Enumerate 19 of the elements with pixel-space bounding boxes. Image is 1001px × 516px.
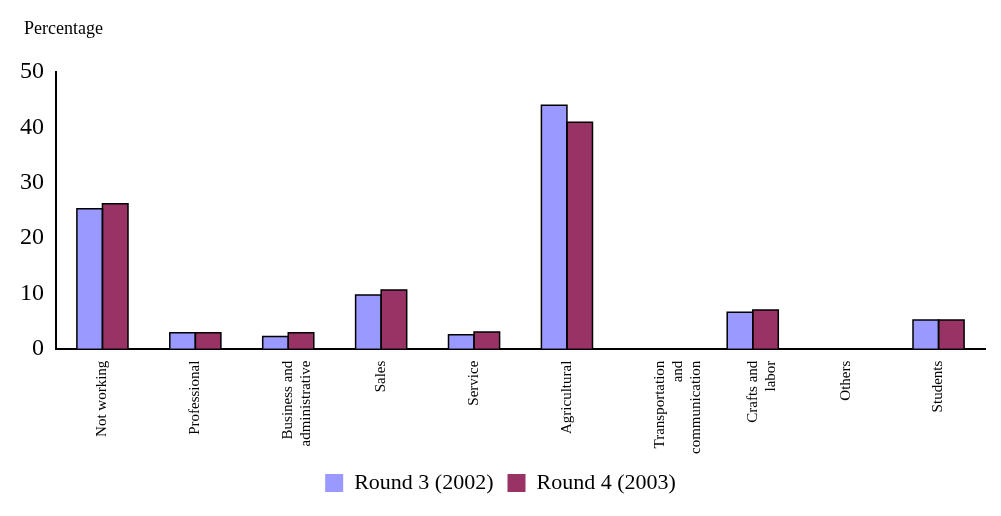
- y-axis-title: Percentage: [24, 17, 103, 38]
- x-tick-label: Professional: [186, 360, 203, 435]
- legend-label: Round 3 (2002): [354, 468, 494, 494]
- y-tick-label: 10: [20, 278, 44, 305]
- y-tick-label: 30: [20, 167, 44, 194]
- x-tick-label: Students: [929, 360, 946, 413]
- x-tick-label: Not working: [93, 360, 110, 437]
- x-tick-label: Business and administrative: [279, 360, 314, 447]
- y-tick-label: 20: [20, 223, 44, 250]
- y-tick-label: 40: [20, 112, 44, 139]
- legend-label: Round 4 (2003): [536, 468, 676, 494]
- x-tick-label: Others: [836, 360, 853, 401]
- y-tick-label: 0: [32, 333, 44, 360]
- x-tick-label: Agricultural: [557, 360, 574, 434]
- x-tick-label: Service: [464, 360, 481, 406]
- x-tick-label: Transportation and communication: [650, 360, 703, 454]
- x-tick-label: Sales: [372, 360, 389, 393]
- x-tick-label: Crafts and labor: [743, 360, 778, 423]
- y-tick-label: 50: [20, 57, 44, 84]
